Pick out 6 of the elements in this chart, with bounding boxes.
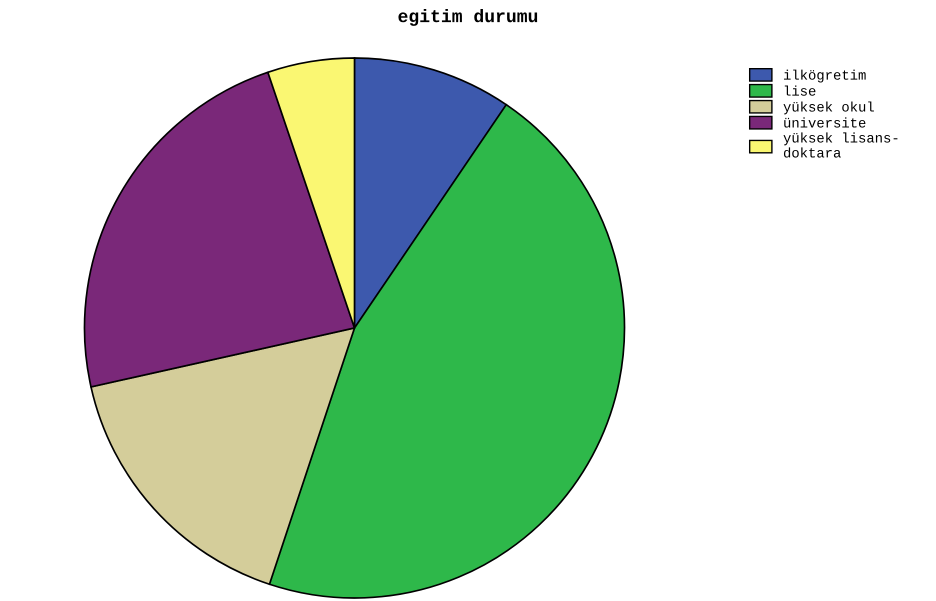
legend-label: üniversite — [784, 117, 866, 128]
legend-label: lise — [784, 86, 816, 96]
chart-title: egitim durumu — [398, 9, 538, 26]
legend-label: ilkögretim — [784, 70, 866, 83]
legend-label: yüksek lisans- doktara — [783, 132, 898, 158]
legend-label: yüksek okul — [783, 101, 874, 114]
